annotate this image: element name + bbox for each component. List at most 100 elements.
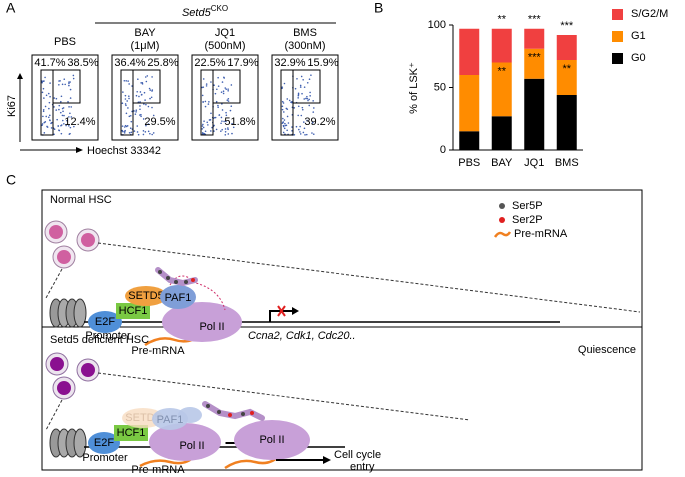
event-dot xyxy=(47,92,50,95)
significance: ** xyxy=(497,65,506,77)
event-dot xyxy=(283,82,286,85)
state: Cell cycle xyxy=(334,449,381,461)
x-tick-label: PBS xyxy=(458,157,480,169)
event-dot xyxy=(308,78,311,81)
event-dot xyxy=(297,92,300,95)
event-dot xyxy=(215,100,218,103)
event-dot xyxy=(63,122,65,125)
event-dot xyxy=(41,124,43,126)
event-dot xyxy=(203,120,205,122)
event-dot xyxy=(134,113,137,115)
event-dot xyxy=(300,75,303,78)
bar-segment xyxy=(491,28,512,63)
event-dot xyxy=(61,119,64,122)
event-dot xyxy=(64,83,66,86)
event-dot xyxy=(210,130,212,132)
setd5 xyxy=(125,286,167,306)
event-dot xyxy=(224,131,227,133)
gate xyxy=(292,69,321,104)
event-dot xyxy=(227,128,229,131)
event-dot xyxy=(216,88,218,91)
event-dot xyxy=(49,82,51,84)
event-dot xyxy=(202,78,205,80)
e2f-label: E2F xyxy=(95,316,115,328)
quadrant-pct: 29.5% xyxy=(144,116,175,128)
event-dot xyxy=(55,97,58,100)
event-dot xyxy=(143,103,145,105)
event-dot xyxy=(145,124,147,127)
title-gene: Setd5 xyxy=(182,7,212,19)
event-dot xyxy=(133,130,136,132)
event-dot xyxy=(121,102,124,105)
event-dot xyxy=(63,114,65,117)
event-dot xyxy=(69,97,72,99)
event-dot xyxy=(152,114,155,117)
x-tick-label: JQ1 xyxy=(524,157,544,169)
event-dot xyxy=(309,91,311,94)
quadrant-pct: 51.8% xyxy=(224,116,255,128)
event-dot xyxy=(299,131,301,133)
event-dot xyxy=(49,95,51,98)
event-dot xyxy=(297,97,299,99)
state: entry xyxy=(350,461,375,473)
event-dot xyxy=(312,111,315,113)
event-dot xyxy=(210,112,212,115)
event-dot xyxy=(151,106,153,109)
event-dot xyxy=(144,131,147,133)
event-dot xyxy=(55,109,58,111)
event-dot xyxy=(44,76,46,79)
event-dot xyxy=(221,81,224,83)
genes: Ccna2, Cdk1, Cdc20.. xyxy=(248,330,356,342)
event-dot xyxy=(145,80,148,83)
event-dot xyxy=(202,123,204,126)
event-dot xyxy=(142,118,145,120)
bar-segment xyxy=(556,35,577,60)
event-dot xyxy=(70,106,73,108)
event-dot xyxy=(297,114,299,117)
event-dot xyxy=(139,105,141,107)
premrna xyxy=(224,454,281,470)
event-dot xyxy=(221,120,223,122)
quadrant-pct: 38.5% xyxy=(67,57,98,69)
event-dot xyxy=(227,97,230,100)
y-tick-label: 0 xyxy=(440,144,446,156)
event-dot xyxy=(281,105,284,108)
significance: *** xyxy=(560,98,574,110)
event-dot xyxy=(57,125,60,127)
event-dot xyxy=(201,133,204,135)
legend: Ser5P Ser2P Pre-mRNA xyxy=(493,200,568,240)
bar-segment xyxy=(524,78,545,150)
event-dot xyxy=(131,110,133,113)
event-dot xyxy=(147,123,150,125)
quadrant-pct: 15.9% xyxy=(307,57,338,69)
event-dot xyxy=(288,99,291,102)
quadrant-pct: 39.2% xyxy=(304,116,335,128)
section-title: Normal HSC xyxy=(50,194,112,206)
pol2 xyxy=(149,423,221,461)
legend-label: G0 xyxy=(631,52,646,64)
event-dot xyxy=(140,94,143,96)
event-dot xyxy=(42,109,45,111)
event-dot xyxy=(308,98,310,101)
event-dot xyxy=(303,98,305,100)
event-dot xyxy=(41,123,44,125)
event-dot xyxy=(130,120,133,123)
event-dot xyxy=(223,120,225,123)
event-dot xyxy=(69,112,71,115)
event-dot xyxy=(46,125,48,128)
event-dot xyxy=(148,87,151,90)
gate xyxy=(132,69,161,104)
event-dot xyxy=(229,109,232,112)
tss-head xyxy=(292,307,299,315)
treatment: BMS xyxy=(293,27,317,39)
diagram-frame xyxy=(41,189,643,471)
event-dot xyxy=(151,90,153,92)
hcf1 xyxy=(114,425,148,441)
event-dot xyxy=(146,75,149,77)
significance: *** xyxy=(560,20,574,32)
normal-hsc: Normal HSC Ser5P Ser2P Pre-mRNA Pol II E… xyxy=(44,194,641,357)
event-dot xyxy=(220,116,223,119)
event-dot xyxy=(63,78,66,80)
pol2-label: Pol II xyxy=(179,440,204,452)
